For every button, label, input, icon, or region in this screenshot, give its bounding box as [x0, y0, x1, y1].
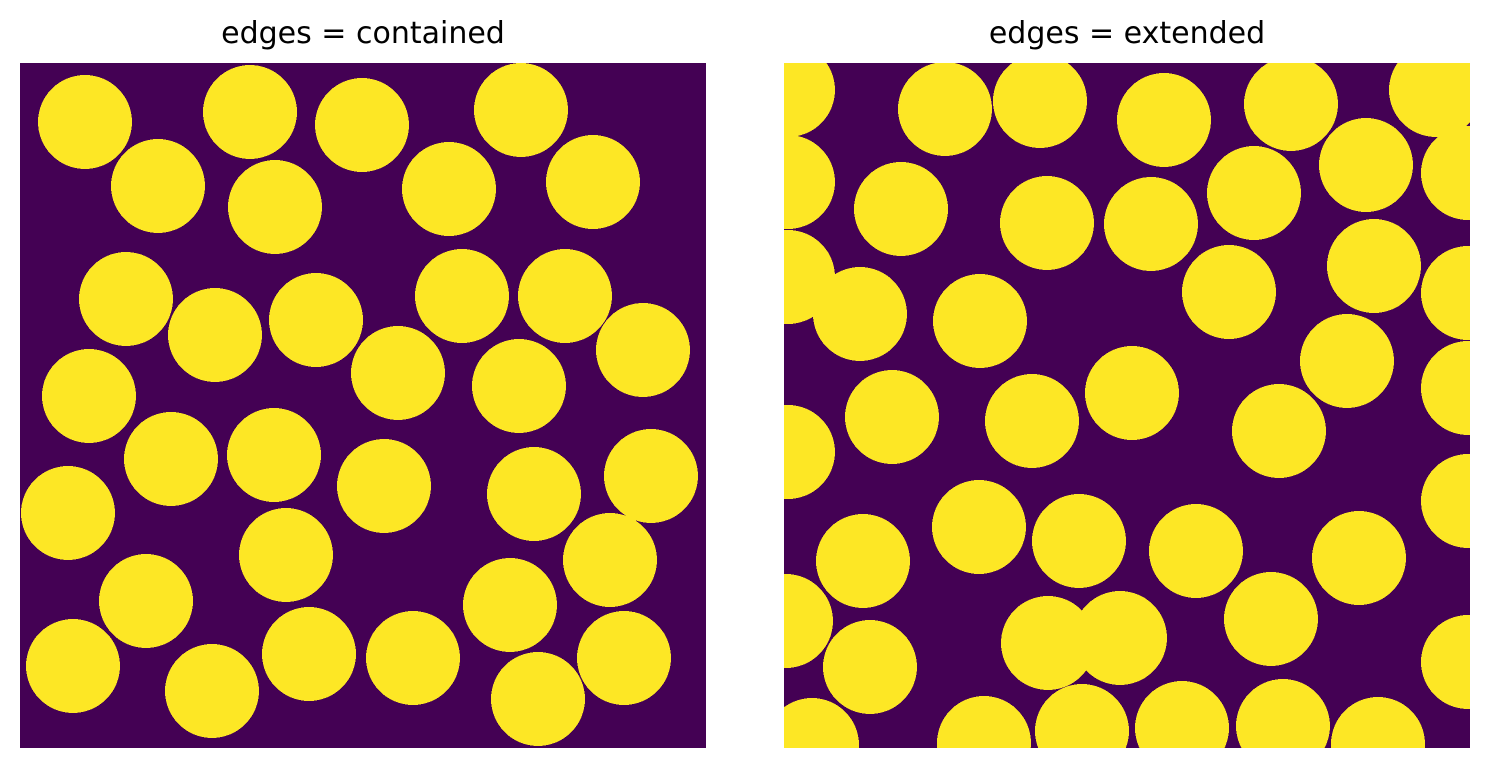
circle: [1421, 126, 1470, 220]
circle: [993, 63, 1087, 148]
circle: [1000, 176, 1094, 270]
circle: [1149, 504, 1243, 598]
circle: [1421, 615, 1470, 709]
circle: [1073, 591, 1167, 685]
circle: [26, 619, 120, 713]
circle: [813, 267, 907, 361]
circle: [596, 303, 690, 397]
circle: [351, 326, 445, 420]
circle: [1232, 384, 1326, 478]
circle: [1117, 73, 1211, 167]
circle: [845, 370, 939, 464]
circle: [228, 160, 322, 254]
circle: [262, 607, 356, 701]
circle: [932, 480, 1026, 574]
circle: [784, 63, 835, 137]
circle: [1421, 246, 1470, 340]
circle: [937, 696, 1031, 748]
circle: [415, 249, 509, 343]
circle: [42, 349, 136, 443]
circle: [1236, 679, 1330, 748]
circle: [1319, 118, 1413, 212]
panel-edges-extended: edges = extended: [784, 0, 1470, 768]
circle: [124, 412, 218, 506]
circle: [784, 698, 859, 748]
circle: [99, 554, 193, 648]
circle: [269, 273, 363, 367]
circle: [546, 135, 640, 229]
circle: [487, 447, 581, 541]
circles-image: [784, 63, 1470, 748]
circle: [784, 574, 833, 668]
circle: [111, 139, 205, 233]
circle: [239, 508, 333, 602]
circle: [784, 135, 835, 229]
circle: [816, 514, 910, 608]
circle: [784, 405, 835, 499]
circle: [1327, 219, 1421, 313]
circle: [518, 249, 612, 343]
circle: [472, 339, 566, 433]
circle: [315, 78, 409, 172]
circle: [1032, 494, 1126, 588]
circles-image: [20, 63, 706, 748]
circle: [577, 611, 671, 705]
panel-title: edges = extended: [988, 16, 1266, 51]
panel-edges-contained: edges = contained: [20, 0, 706, 768]
circle: [227, 408, 321, 502]
circle: [1331, 697, 1425, 748]
circle: [203, 65, 297, 159]
circle: [491, 652, 585, 746]
circle: [898, 63, 992, 156]
circle: [1104, 177, 1198, 271]
circle: [1421, 341, 1470, 435]
panel-title: edges = contained: [221, 16, 505, 51]
circle: [604, 429, 698, 523]
circle: [1035, 684, 1129, 748]
circle: [38, 75, 132, 169]
circle: [985, 374, 1079, 468]
circle: [474, 63, 568, 157]
circle: [1224, 572, 1318, 666]
circle: [1135, 681, 1229, 748]
circle: [1085, 346, 1179, 440]
circle: [854, 162, 948, 256]
circle: [366, 611, 460, 705]
circle: [21, 466, 115, 560]
circle: [337, 439, 431, 533]
circle: [823, 620, 917, 714]
circle: [402, 142, 496, 236]
circle: [165, 644, 259, 738]
circle: [563, 513, 657, 607]
circle: [1001, 596, 1095, 690]
circle: [1389, 63, 1470, 137]
circle: [1207, 146, 1301, 240]
circle: [1312, 511, 1406, 605]
circle: [933, 274, 1027, 368]
circle: [463, 558, 557, 652]
circle: [79, 252, 173, 346]
circle: [1300, 314, 1394, 408]
circle: [1244, 63, 1338, 151]
circle: [168, 288, 262, 382]
circle: [1421, 454, 1470, 548]
circle: [1182, 245, 1276, 339]
